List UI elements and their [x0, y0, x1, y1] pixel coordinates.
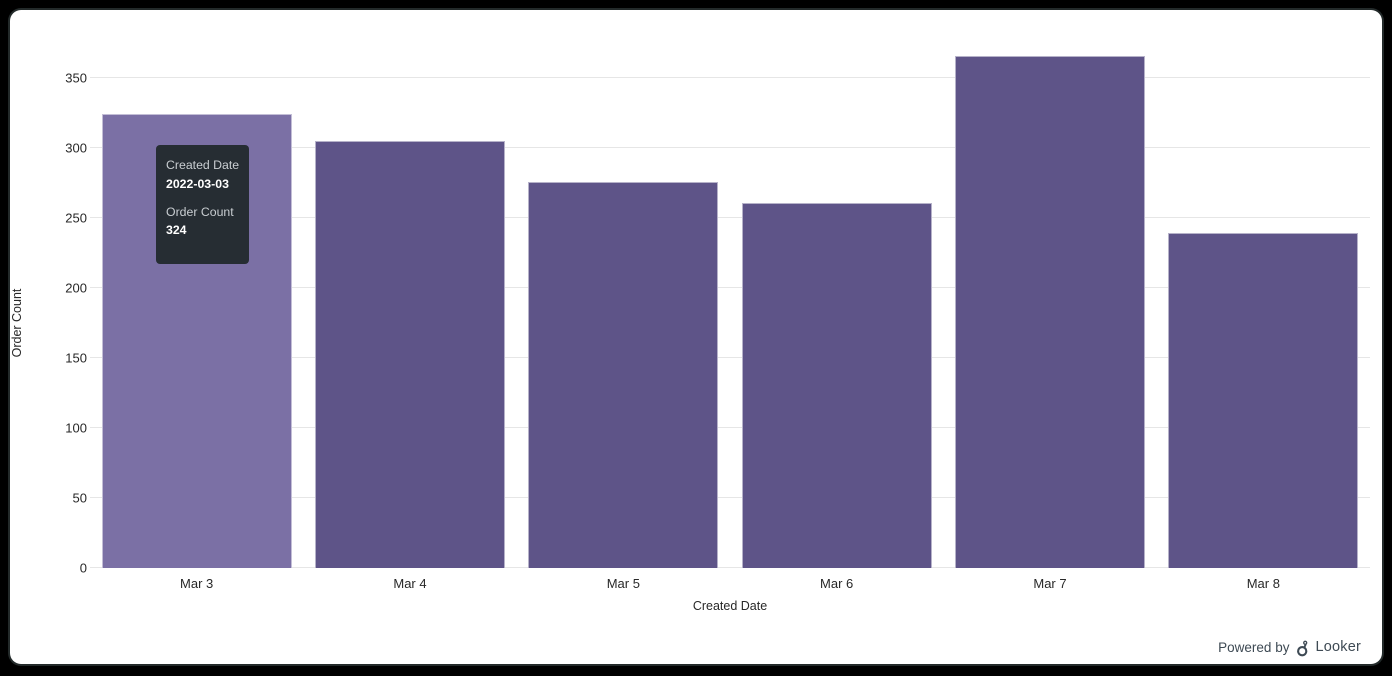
bar-slot — [517, 78, 730, 568]
gridline — [90, 497, 1370, 498]
bar-slot — [943, 55, 1156, 568]
bar-slot — [303, 78, 516, 568]
y-tick-label: 300 — [65, 140, 87, 156]
x-tick-label: Mar 4 — [393, 576, 427, 591]
brand-name: Looker — [1315, 639, 1361, 655]
gridline — [90, 427, 1370, 428]
bar-mar-5[interactable] — [528, 181, 719, 568]
y-axis-title: Order Count — [10, 288, 24, 358]
gridline — [90, 357, 1370, 358]
tooltip-field-label: Order Count — [166, 204, 234, 219]
tooltip-field-value: 2022-03-03 — [166, 176, 229, 191]
gridline — [90, 287, 1370, 288]
gridline — [90, 77, 1370, 78]
plot-area — [90, 55, 1370, 568]
gridline — [90, 567, 1370, 568]
bar-mar-4[interactable] — [315, 141, 505, 568]
powered-by-text: Powered by — [1218, 639, 1290, 655]
bar-slot — [1157, 78, 1370, 568]
tooltip-field-label: Created Date — [166, 158, 240, 172]
tooltip-field-value: 324 — [166, 223, 187, 238]
x-tick-label: Mar 6 — [820, 576, 854, 591]
bar-slot — [730, 78, 943, 568]
y-tick-label: 350 — [65, 70, 87, 86]
x-axis-title: Created Date — [692, 599, 768, 613]
gridline — [90, 147, 1370, 148]
tooltip-spacer — [166, 192, 239, 205]
x-tick-label: Mar 8 — [1246, 576, 1280, 591]
powered-by[interactable]: Powered by Looker — [1218, 639, 1361, 656]
y-tick-label: 150 — [65, 350, 87, 366]
gridline — [90, 217, 1370, 218]
y-tick-label: 100 — [65, 420, 87, 436]
tooltip: Created Date 2022-03-03 Order Count 324 — [156, 145, 249, 264]
x-tick-label: Mar 3 — [180, 576, 214, 591]
bar-mar-8[interactable] — [1168, 233, 1359, 568]
looker-logo-icon — [1297, 640, 1308, 656]
bar-mar-6[interactable] — [741, 202, 932, 568]
y-tick-label: 200 — [65, 280, 87, 296]
x-tick-label: Mar 7 — [1033, 576, 1067, 591]
y-tick-label: 50 — [72, 490, 87, 506]
bar-mar-7[interactable] — [955, 55, 1145, 568]
y-tick-label: 250 — [65, 210, 87, 226]
x-tick-label: Mar 5 — [606, 576, 640, 591]
y-tick-label: 0 — [79, 560, 87, 576]
bars-container — [90, 55, 1370, 568]
x-axis-ticks: Mar 3 Mar 4 Mar 5 Mar 6 Mar 7 Mar 8 — [90, 576, 1370, 591]
